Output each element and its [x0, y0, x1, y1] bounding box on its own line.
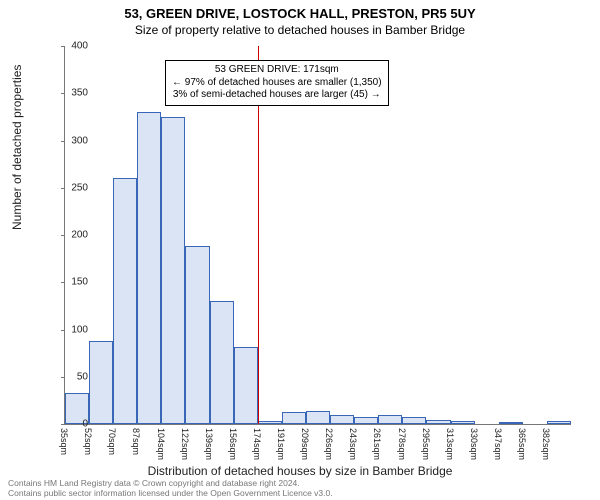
y-tick-mark	[61, 377, 65, 378]
x-tick-label: 209sqm	[300, 428, 310, 460]
histogram-bar	[547, 421, 571, 424]
histogram-bar	[282, 412, 306, 424]
x-tick-label: 382sqm	[541, 428, 551, 460]
x-tick-label: 278sqm	[397, 428, 407, 460]
x-tick-label: 365sqm	[517, 428, 527, 460]
x-tick-label: 156sqm	[228, 428, 238, 460]
histogram-bar	[258, 421, 282, 424]
x-tick-label: 295sqm	[421, 428, 431, 460]
y-tick-mark	[61, 141, 65, 142]
y-tick-mark	[61, 46, 65, 47]
x-tick-label: 347sqm	[493, 428, 503, 460]
annot-line2: ← 97% of detached houses are smaller (1,…	[172, 77, 382, 90]
footer-line1: Contains HM Land Registry data © Crown c…	[8, 478, 333, 488]
x-tick-label: 52sqm	[83, 428, 93, 455]
y-tick-mark	[61, 424, 65, 425]
annot-line3: 3% of semi-detached houses are larger (4…	[172, 89, 382, 102]
x-tick-label: 104sqm	[156, 428, 166, 460]
x-tick-label: 226sqm	[324, 428, 334, 460]
histogram-bar	[330, 415, 354, 424]
histogram-bar	[354, 417, 378, 424]
footer-line2: Contains public sector information licen…	[8, 488, 333, 498]
x-tick-label: 261sqm	[372, 428, 382, 460]
histogram-bar	[426, 420, 450, 424]
plot-region: 53 GREEN DRIVE: 171sqm← 97% of detached …	[64, 46, 571, 425]
histogram-bar	[210, 301, 234, 424]
page-title: 53, GREEN DRIVE, LOSTOCK HALL, PRESTON, …	[0, 0, 600, 21]
y-tick-label: 150	[71, 277, 88, 288]
histogram-bar	[499, 422, 523, 424]
histogram-bar	[113, 178, 137, 424]
y-tick-label: 400	[71, 41, 88, 52]
y-tick-mark	[61, 93, 65, 94]
histogram-bar	[402, 417, 426, 424]
x-tick-label: 191sqm	[276, 428, 286, 460]
x-tick-label: 174sqm	[252, 428, 262, 460]
histogram-bar	[306, 411, 330, 424]
y-tick-mark	[61, 188, 65, 189]
y-tick-mark	[61, 235, 65, 236]
histogram-bar	[89, 341, 113, 424]
histogram-bar	[161, 117, 185, 424]
y-axis-label: Number of detached properties	[10, 65, 24, 230]
x-tick-label: 87sqm	[131, 428, 141, 455]
histogram-bar	[185, 246, 209, 424]
y-tick-label: 350	[71, 88, 88, 99]
x-tick-label: 243sqm	[348, 428, 358, 460]
histogram-bar	[378, 415, 402, 424]
histogram-bar	[234, 347, 258, 424]
x-tick-label: 70sqm	[107, 428, 117, 455]
y-tick-mark	[61, 282, 65, 283]
page-subtitle: Size of property relative to detached ho…	[0, 21, 600, 37]
y-tick-label: 50	[77, 371, 88, 382]
x-tick-label: 313sqm	[445, 428, 455, 460]
footer-attribution: Contains HM Land Registry data © Crown c…	[8, 478, 333, 498]
x-tick-label: 139sqm	[204, 428, 214, 460]
x-axis-label: Distribution of detached houses by size …	[0, 464, 600, 478]
y-tick-label: 100	[71, 324, 88, 335]
x-tick-label: 330sqm	[469, 428, 479, 460]
y-tick-label: 250	[71, 182, 88, 193]
y-tick-label: 200	[71, 230, 88, 241]
y-tick-mark	[61, 330, 65, 331]
x-tick-label: 35sqm	[59, 428, 69, 455]
annotation-box: 53 GREEN DRIVE: 171sqm← 97% of detached …	[165, 60, 389, 106]
annot-line1: 53 GREEN DRIVE: 171sqm	[172, 64, 382, 77]
chart-container: 53, GREEN DRIVE, LOSTOCK HALL, PRESTON, …	[0, 0, 600, 500]
chart-area: 53 GREEN DRIVE: 171sqm← 97% of detached …	[64, 46, 570, 424]
x-tick-label: 122sqm	[180, 428, 190, 460]
y-tick-label: 300	[71, 135, 88, 146]
histogram-bar	[137, 112, 161, 424]
histogram-bar	[451, 421, 475, 424]
